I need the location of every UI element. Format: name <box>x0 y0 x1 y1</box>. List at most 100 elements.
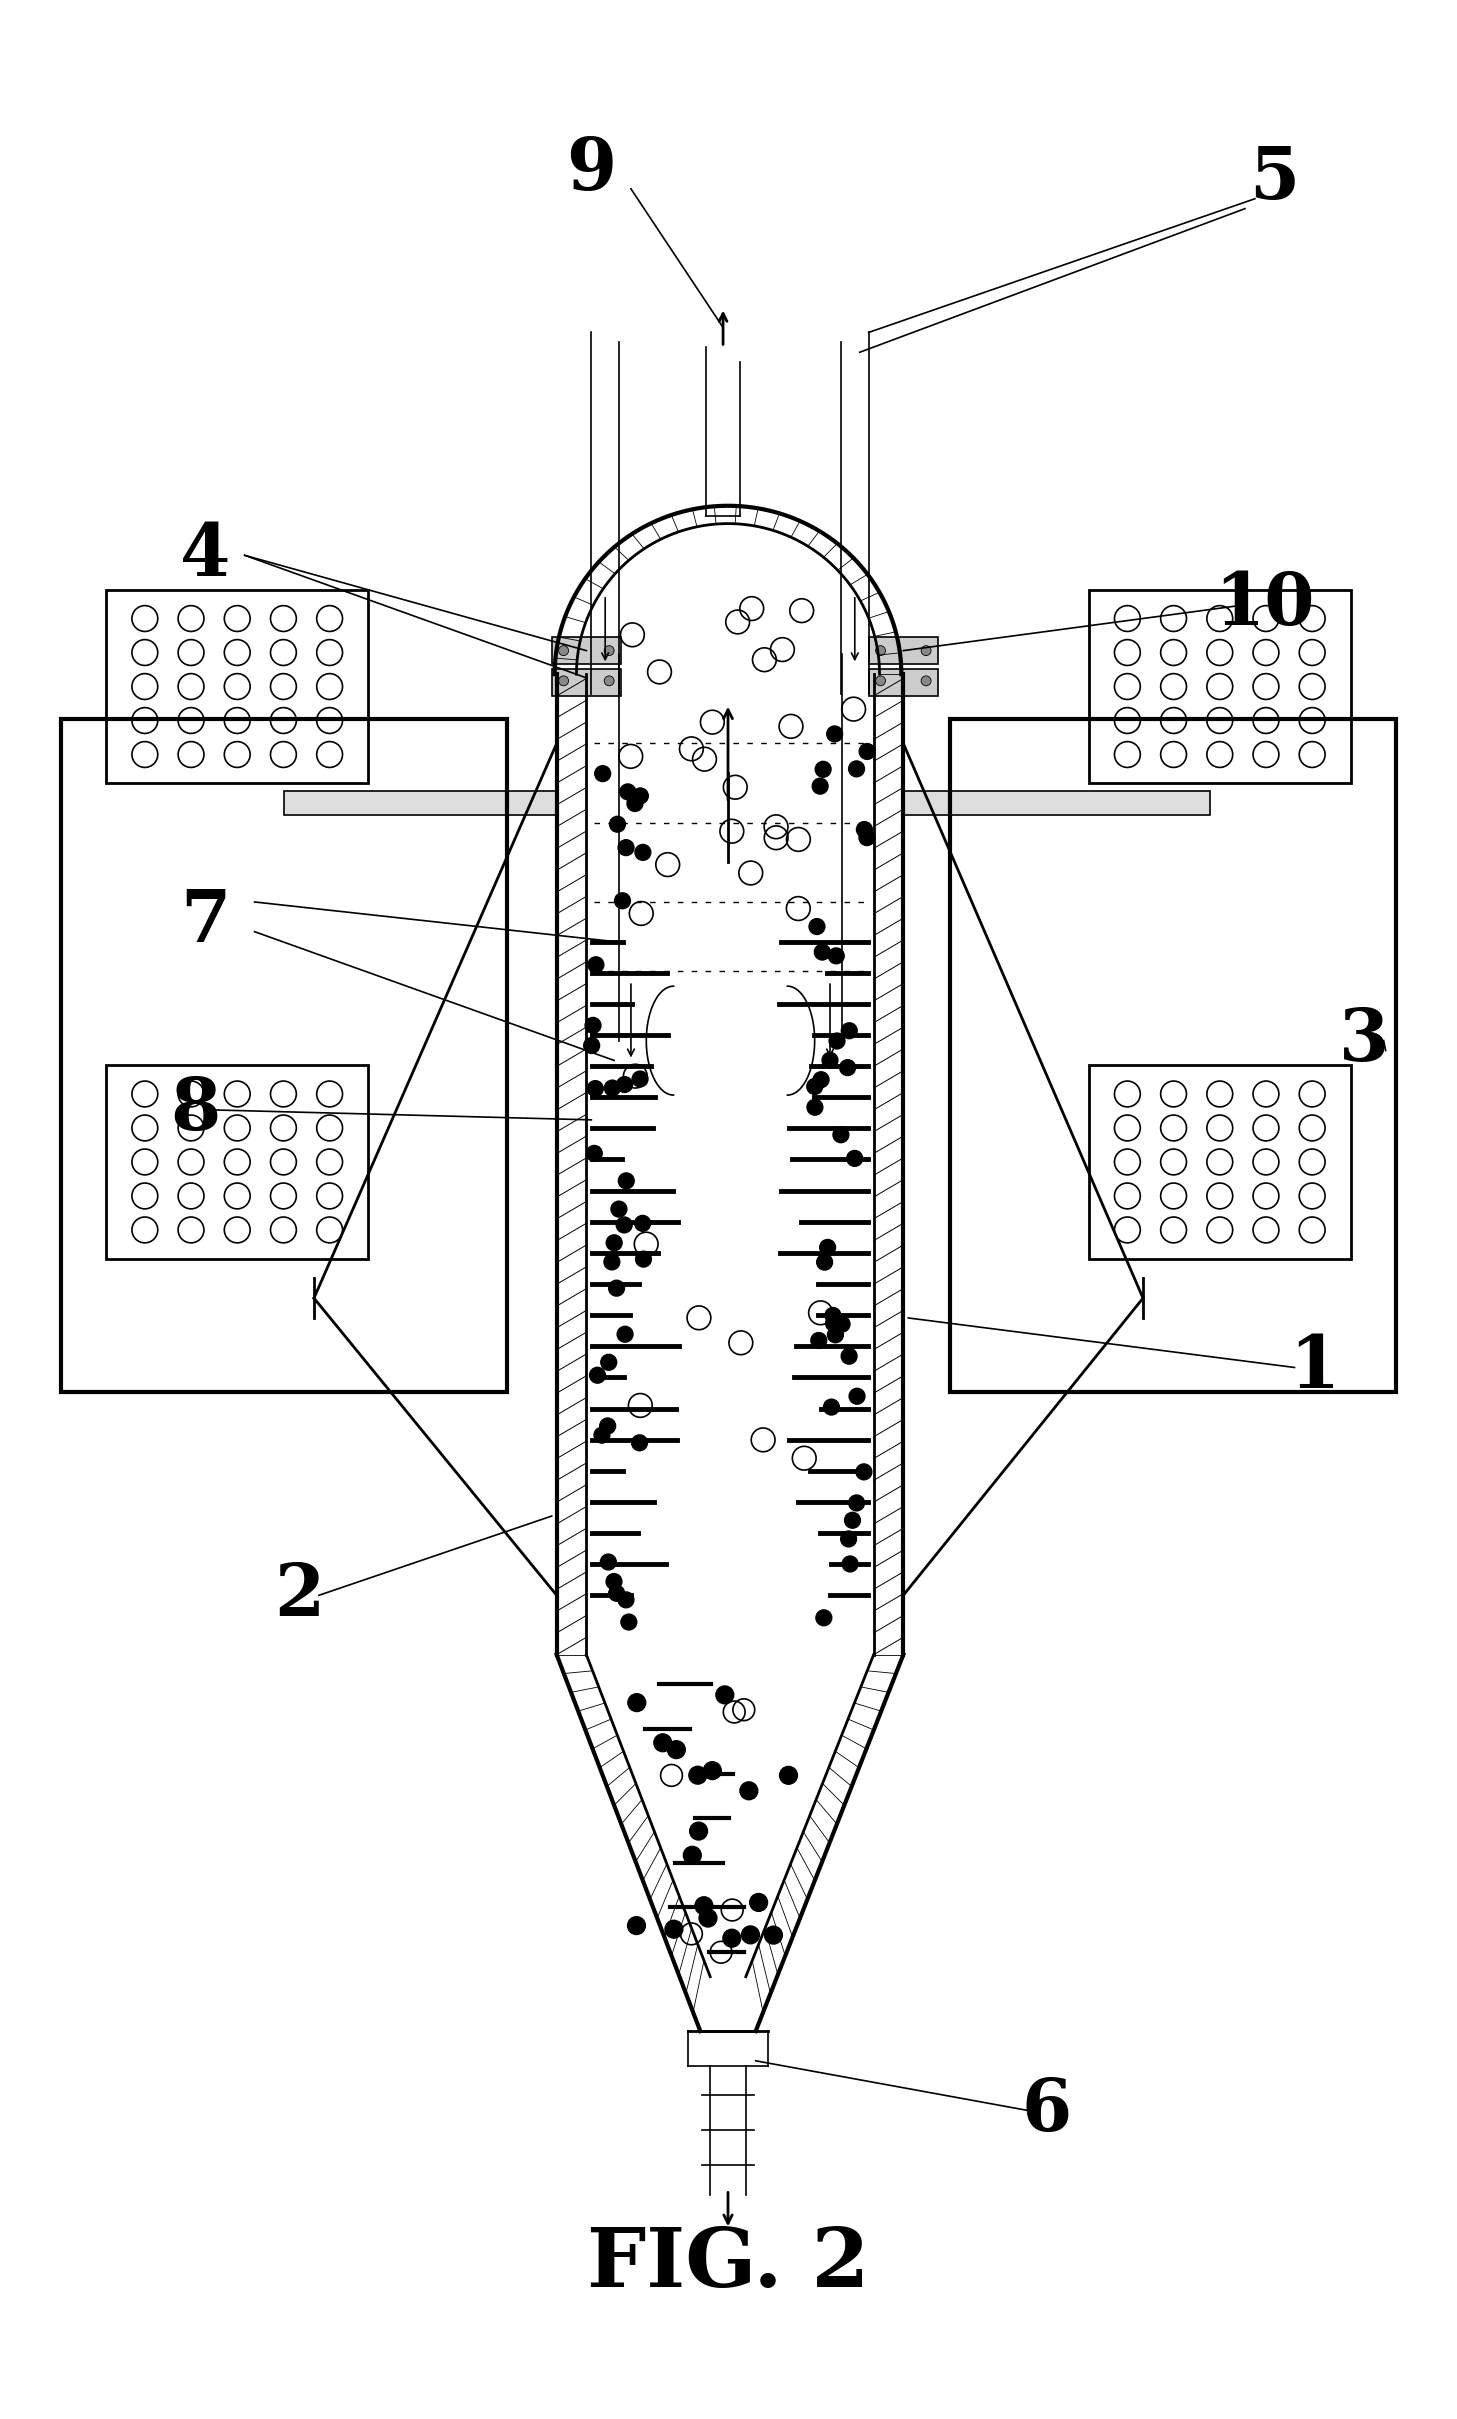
Circle shape <box>921 675 931 687</box>
Circle shape <box>627 796 643 810</box>
Circle shape <box>825 1309 841 1323</box>
Circle shape <box>828 1328 844 1343</box>
Text: 10: 10 <box>1215 568 1316 641</box>
Bar <box>106 1064 369 1258</box>
Bar <box>1088 1064 1351 1258</box>
Circle shape <box>628 1693 645 1713</box>
Circle shape <box>848 1495 864 1512</box>
Circle shape <box>822 1052 838 1069</box>
Text: 7: 7 <box>179 885 230 958</box>
Circle shape <box>812 1333 826 1347</box>
Text: 2: 2 <box>274 1560 325 1630</box>
Circle shape <box>628 1916 645 1935</box>
Circle shape <box>699 1909 717 1928</box>
Bar <box>552 670 621 697</box>
Circle shape <box>742 1926 759 1945</box>
Circle shape <box>616 1076 632 1093</box>
Circle shape <box>619 784 635 801</box>
Circle shape <box>600 1553 616 1570</box>
Circle shape <box>860 830 874 847</box>
Circle shape <box>586 1018 600 1033</box>
Circle shape <box>594 767 610 781</box>
Circle shape <box>654 1734 672 1751</box>
Circle shape <box>590 1367 606 1384</box>
Bar <box>903 791 1211 815</box>
Text: 4: 4 <box>179 520 230 590</box>
Circle shape <box>558 675 568 687</box>
Circle shape <box>812 779 828 793</box>
Text: 5: 5 <box>1250 143 1300 215</box>
Circle shape <box>740 1783 758 1800</box>
Circle shape <box>820 1239 835 1255</box>
Circle shape <box>841 1347 857 1364</box>
Circle shape <box>842 1555 858 1572</box>
Circle shape <box>833 1316 849 1333</box>
Circle shape <box>618 1592 634 1609</box>
Circle shape <box>635 1214 650 1231</box>
Circle shape <box>606 1575 622 1589</box>
Circle shape <box>857 822 873 837</box>
Circle shape <box>839 1060 855 1076</box>
Circle shape <box>632 1072 648 1086</box>
Circle shape <box>632 789 648 803</box>
Circle shape <box>587 1081 603 1096</box>
Circle shape <box>807 1079 823 1093</box>
Bar <box>284 791 557 815</box>
Circle shape <box>618 1326 632 1343</box>
Circle shape <box>814 943 830 960</box>
Circle shape <box>817 1253 832 1270</box>
Text: FIG. 2: FIG. 2 <box>587 2223 870 2303</box>
Circle shape <box>845 1512 861 1529</box>
Circle shape <box>704 1761 721 1780</box>
Circle shape <box>841 1023 857 1038</box>
Circle shape <box>823 1398 839 1415</box>
Circle shape <box>609 1584 625 1601</box>
Bar <box>552 636 621 665</box>
Circle shape <box>876 675 886 687</box>
Circle shape <box>589 958 603 972</box>
Circle shape <box>605 646 613 656</box>
Circle shape <box>829 948 844 963</box>
Bar <box>868 670 938 697</box>
Circle shape <box>618 839 634 856</box>
Circle shape <box>609 815 625 832</box>
Bar <box>950 718 1396 1393</box>
Text: 1: 1 <box>1289 1333 1339 1403</box>
Circle shape <box>779 1766 797 1785</box>
Text: 6: 6 <box>1021 2076 1072 2146</box>
Circle shape <box>618 1173 634 1188</box>
Circle shape <box>695 1896 712 1913</box>
Bar <box>61 718 507 1393</box>
Text: 9: 9 <box>567 133 616 206</box>
Circle shape <box>621 1613 637 1630</box>
Circle shape <box>860 743 876 760</box>
Circle shape <box>876 646 886 656</box>
Circle shape <box>765 1926 782 1945</box>
Bar <box>106 590 369 784</box>
Circle shape <box>829 1033 845 1050</box>
Circle shape <box>632 1434 647 1451</box>
Circle shape <box>807 1098 823 1115</box>
Circle shape <box>921 646 931 656</box>
Circle shape <box>558 646 568 656</box>
Circle shape <box>826 726 842 743</box>
Circle shape <box>586 1147 602 1161</box>
Circle shape <box>849 1389 865 1403</box>
Bar <box>868 636 938 665</box>
Circle shape <box>809 919 825 934</box>
Circle shape <box>689 1822 708 1841</box>
Text: 3: 3 <box>1339 1006 1389 1076</box>
Circle shape <box>813 1072 829 1089</box>
Circle shape <box>605 1253 619 1270</box>
Circle shape <box>616 1217 632 1234</box>
Text: 8: 8 <box>170 1074 220 1147</box>
Circle shape <box>667 1742 685 1759</box>
Circle shape <box>605 1081 621 1096</box>
Circle shape <box>664 1921 683 1938</box>
Circle shape <box>816 762 830 776</box>
Circle shape <box>847 1151 863 1166</box>
Circle shape <box>723 1930 740 1947</box>
Circle shape <box>600 1418 616 1434</box>
Circle shape <box>833 1127 849 1142</box>
Circle shape <box>635 1251 651 1268</box>
